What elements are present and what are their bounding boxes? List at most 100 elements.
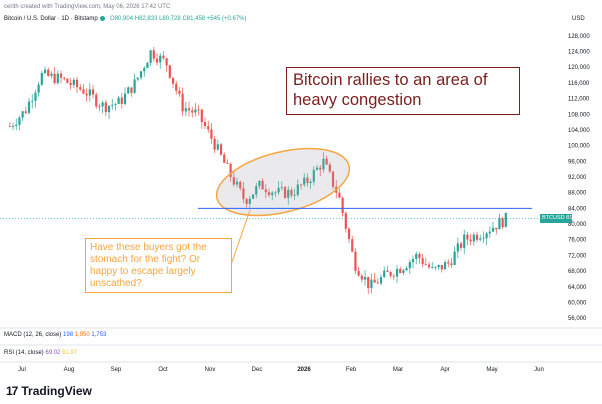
y-tick-label: 88,000 [568, 191, 587, 197]
candle-body [143, 68, 146, 72]
candle-body [82, 89, 85, 94]
y-tick-label: 92,000 [568, 175, 587, 181]
candle-body [312, 169, 315, 182]
candle-body [56, 73, 59, 84]
candle-body [402, 270, 405, 273]
x-tick-label: May [486, 367, 497, 373]
symbol-legend[interactable]: Bitcoin / U.S. Dollar · 1D · Bitstamp O8… [4, 16, 247, 22]
x-tick-label: Dec [252, 367, 263, 373]
candle-body [299, 184, 303, 186]
x-tick-label: 2026 [297, 367, 311, 373]
candle-body [37, 84, 40, 93]
y-tick-label: 120,000 [568, 65, 590, 71]
candle-body [344, 213, 347, 229]
congestion-zone-ellipse [215, 147, 351, 217]
candle-body [245, 199, 248, 204]
candle-body [261, 180, 264, 190]
candle-body [197, 109, 200, 111]
y-tick-label: 72,000 [568, 253, 587, 259]
candle-body [24, 111, 27, 113]
candle-body [235, 181, 239, 185]
candle-body [447, 262, 450, 264]
candle-body [21, 111, 24, 118]
candle-body [408, 262, 411, 269]
candle-body [488, 231, 491, 234]
candle-body [53, 73, 56, 84]
candle-body [274, 192, 277, 194]
credit-text: cerith created with TradingView.com, May… [4, 4, 171, 10]
macd-value-3: 1,753 [91, 332, 107, 338]
candle-body [267, 192, 271, 196]
y-tick-label: 84,000 [568, 206, 587, 212]
rsi-legend[interactable]: RSI (14, close) 69.02 61.97 [4, 350, 77, 356]
candle-body [98, 106, 101, 108]
y-tick-label: 76,000 [568, 238, 587, 244]
y-tick-label: 124,000 [568, 50, 590, 56]
x-tick-label: Sep [111, 367, 122, 373]
candle-body [59, 73, 63, 78]
candle-body [239, 181, 242, 189]
candle-body [149, 50, 152, 63]
symbol-name: Bitcoin / U.S. Dollar · 1D · Bitstamp [4, 16, 98, 22]
candle-body [331, 171, 335, 187]
annotation-connector [231, 209, 251, 263]
candle-body [27, 101, 31, 113]
candle-body [386, 270, 389, 272]
candle-body [376, 282, 379, 284]
candle-body [133, 79, 136, 93]
candle-body [453, 251, 456, 265]
candle-body [15, 124, 18, 127]
market-open-dot-icon [100, 16, 106, 21]
y-tick-label: 56,000 [568, 316, 587, 322]
candle-body [232, 177, 235, 185]
candle-body [290, 189, 293, 196]
candle-body [210, 129, 213, 139]
candle-body [293, 194, 296, 196]
candle-body [389, 271, 392, 276]
tradingview-logo[interactable]: 17 TradingView [6, 384, 92, 398]
candle-body [72, 79, 75, 86]
candle-body [415, 253, 418, 260]
candle-body [271, 192, 274, 196]
candle-body [117, 97, 120, 104]
candle-body [47, 69, 50, 76]
candle-body [162, 55, 165, 59]
candle-body [443, 262, 447, 270]
candle-body [187, 108, 191, 111]
candle-body [287, 189, 290, 198]
candle-body [75, 79, 79, 88]
candle-body [223, 154, 226, 163]
candle-body [309, 181, 312, 184]
candle-body [34, 92, 37, 101]
candle-body [411, 259, 415, 263]
candle-body [495, 227, 498, 230]
candle-body [479, 238, 482, 240]
candle-body [95, 94, 98, 107]
candle-body [469, 239, 472, 242]
currency-label: USD [572, 16, 585, 22]
candle-body [472, 234, 475, 242]
y-tick-label: 68,000 [568, 269, 587, 275]
candle-body [255, 186, 258, 195]
y-tick-label: 104,000 [568, 128, 590, 134]
candle-body [351, 239, 354, 252]
y-tick-label: 80,000 [568, 222, 587, 228]
candle-body [322, 158, 325, 170]
candle-body [50, 73, 53, 76]
x-tick-label: Nov [205, 367, 216, 373]
candle-body [328, 164, 331, 172]
headline-annotation: Bitcoin rallies to an area of heavy cong… [286, 67, 520, 115]
macd-legend[interactable]: MACD (12, 26, close) 198 1,950 1,753 [4, 332, 106, 338]
candle-body [370, 279, 373, 289]
candle-body [303, 177, 306, 185]
candle-body [431, 266, 434, 268]
last-price-tag: BTCUSD 81,458 [540, 213, 583, 223]
candle-body [130, 87, 133, 93]
candle-body [392, 275, 395, 277]
candle-body [296, 184, 299, 195]
question-annotation: Have these buyers got the stomach for th… [85, 238, 232, 293]
macd-value-2: 1,950 [74, 332, 90, 338]
candle-body [440, 264, 443, 270]
